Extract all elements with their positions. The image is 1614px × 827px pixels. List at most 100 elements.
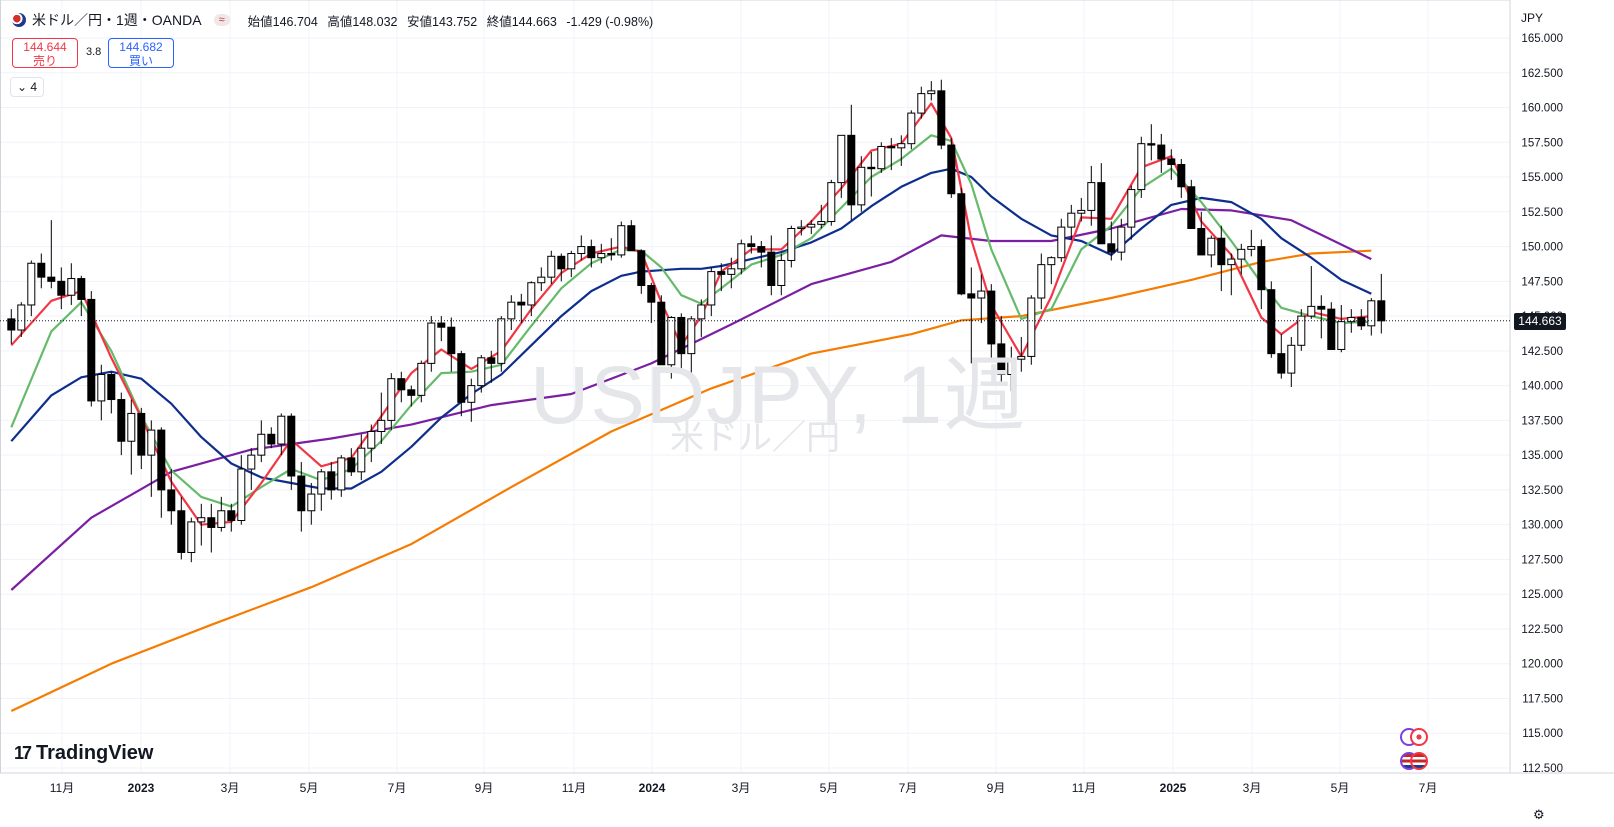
tradingview-logo[interactable]: 17 TradingView [14,742,153,765]
candle-body [737,243,746,270]
candle [997,316,1006,382]
candle [777,253,786,296]
candle-body [727,268,736,275]
indicators-collapse-button[interactable]: ⌄ 4 [10,77,44,97]
market-status-pill[interactable]: ≈ [213,14,230,26]
candle [967,267,976,364]
logo-text: TradingView [36,742,154,764]
candle-body [887,145,896,149]
candle [57,267,66,310]
candle-body [817,221,826,225]
candle-body [207,517,216,528]
ma-line-red [10,102,1372,526]
chart-settings-icon[interactable]: ⚙ [1533,807,1545,822]
candle-body [1087,182,1096,211]
candle-body [787,227,796,261]
candle [457,350,466,417]
candle [617,221,626,258]
candle [787,225,796,268]
buy-button[interactable]: 144.682 買い [108,38,174,68]
candle-body [807,223,816,228]
candle [1307,266,1316,319]
time-tick-label: 11月 [50,781,74,795]
candle [1147,124,1156,161]
candle [1087,165,1096,226]
candle-body [17,304,26,331]
candle [97,364,106,421]
price-tick-label: 150.000 [1521,242,1563,254]
price-tick-label: 120.000 [1521,659,1563,671]
symbol-title[interactable]: 米ドル／円・1週・OANDA [32,12,202,28]
candle [1327,302,1336,350]
candle-body [1377,300,1386,322]
time-tick-label: 2025 [1160,781,1187,795]
candle-body [577,246,586,255]
candle [927,81,936,101]
candle [427,316,436,372]
candle-body [277,415,286,445]
us-flag-icon[interactable] [1410,752,1428,770]
candle-body [607,253,616,256]
candle-body [617,225,626,256]
candle [687,316,696,383]
price-tick-label: 132.500 [1521,485,1563,497]
candle [277,413,286,456]
price-tick-label: 115.000 [1522,728,1563,740]
candle-body [977,290,986,299]
candle [37,253,46,289]
candle [1127,185,1136,240]
candle-body [217,510,226,528]
candle-body [657,301,666,366]
candle-body [1197,227,1206,256]
candle-body [1077,209,1086,214]
buy-label: 買い [128,54,153,68]
candle-body [1207,237,1216,256]
buy-price: 144.682 [119,40,163,54]
candle [147,420,156,497]
candle [1347,309,1356,333]
candle-body [247,454,256,470]
candle [597,243,606,264]
sell-price: 144.644 [23,40,67,54]
candle [267,427,276,449]
candle [1297,309,1306,351]
sell-button[interactable]: 144.644 売り [12,38,78,68]
time-tick-label: 3月 [221,781,240,795]
candle [1287,336,1296,388]
candle [1267,281,1276,358]
candle [477,355,486,393]
candle [157,427,166,518]
candle-body [797,226,806,229]
candle-body [157,429,166,491]
candle [27,260,36,317]
japan-flag-icon[interactable] [1410,728,1428,746]
candle [1337,304,1346,353]
candle [187,517,196,563]
symbol-watermark: USDJPY, 1週 [530,350,1027,441]
candlestick-series [7,79,1386,563]
candle-body [37,262,46,278]
candle-body [667,316,676,366]
candle [727,257,736,289]
currency-label[interactable]: JPY [1521,11,1544,25]
candle [387,373,396,431]
candle-body [407,389,416,396]
candle-body [1067,212,1076,228]
candle-body [1157,144,1166,160]
candle [1227,253,1236,296]
candle [1037,253,1046,310]
candle-body [677,316,686,355]
candle [807,220,816,235]
candle-body [127,412,136,442]
spread-value: 3.8 [86,46,102,58]
ma-line-ma3 [10,167,1372,490]
candle [677,313,686,372]
price-tick-label: 152.500 [1521,207,1563,219]
candle-body [1017,355,1026,360]
candle [1017,336,1026,372]
candle [877,142,886,173]
price-tick-label: 135.000 [1521,450,1563,462]
candle-body [227,510,236,521]
candle-body [957,193,966,295]
